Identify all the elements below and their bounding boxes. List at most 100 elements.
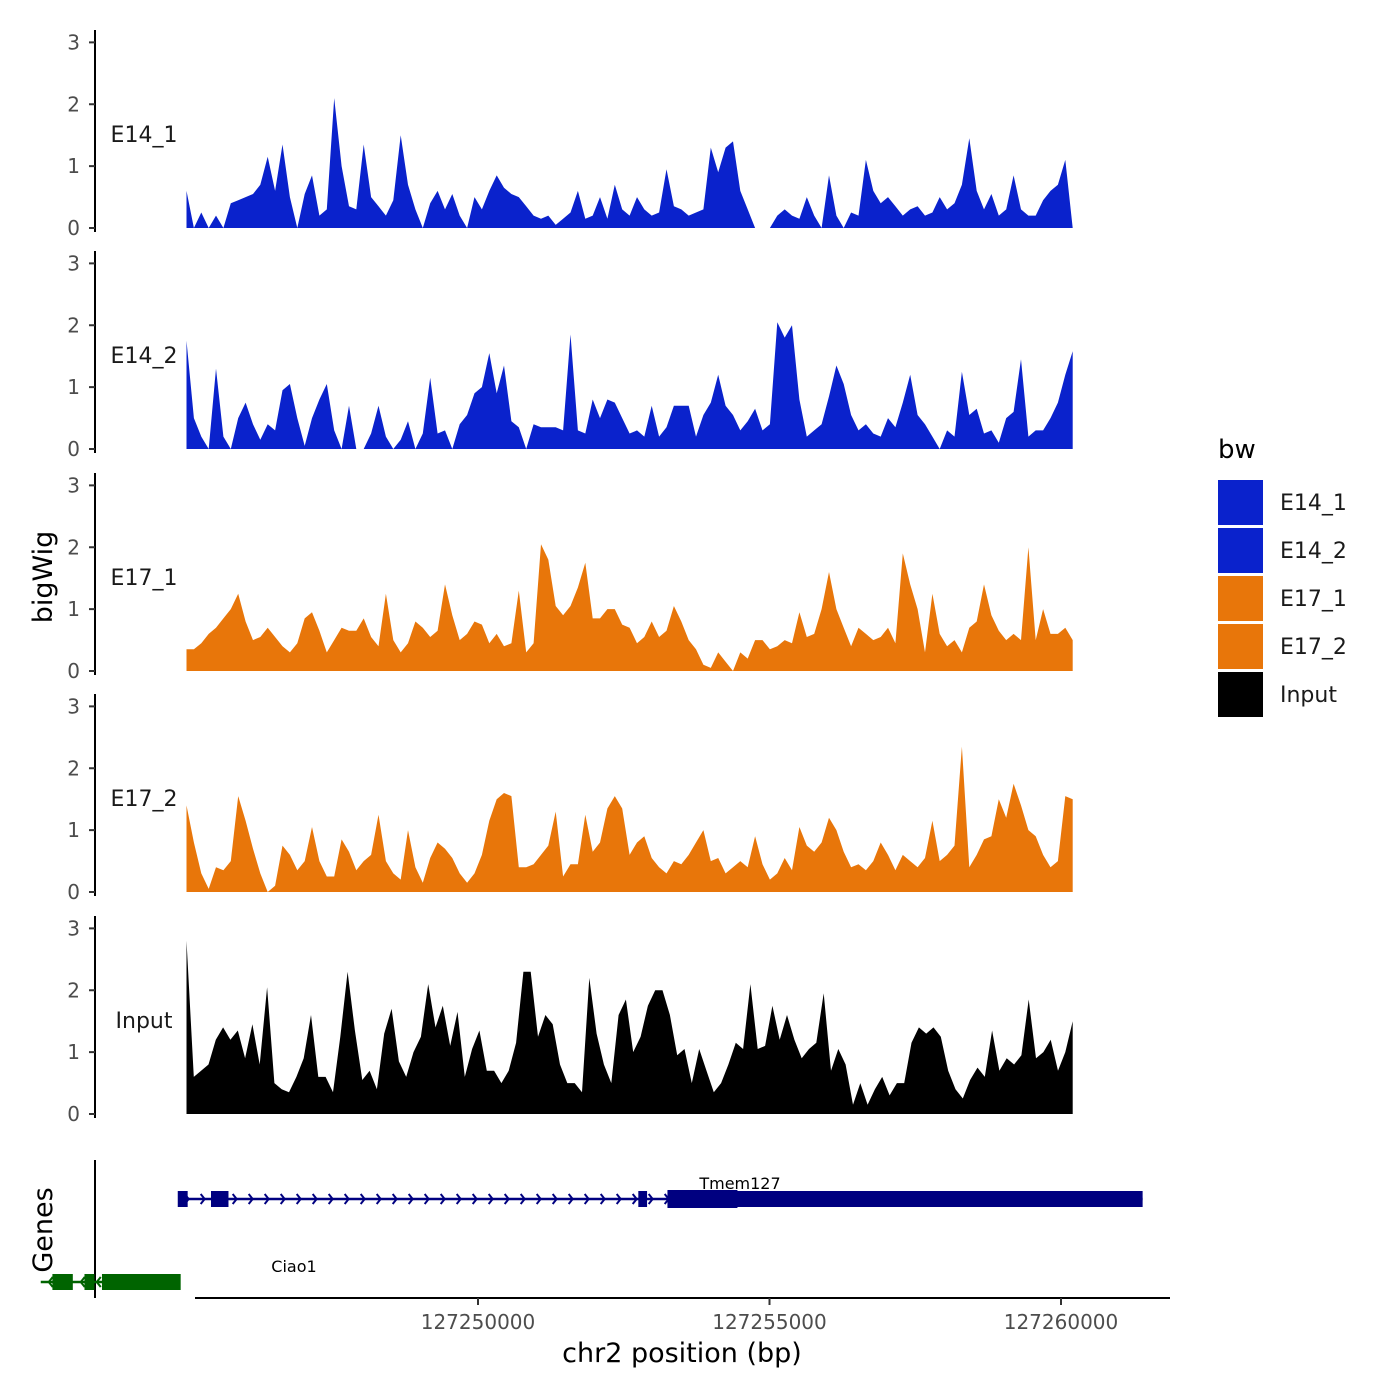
y-tick-label: 1 xyxy=(67,154,80,178)
strand-arrow xyxy=(487,1193,494,1205)
strand-arrow xyxy=(343,1193,350,1205)
strand-arrow xyxy=(391,1193,398,1205)
legend-swatch xyxy=(1218,576,1263,621)
strand-arrow xyxy=(407,1193,414,1205)
y-axis-title: bigWig xyxy=(28,531,59,624)
signal-area xyxy=(186,322,1073,449)
y-tick-label: 1 xyxy=(67,818,80,842)
track-panels: 0 1 2 3 E14_1 0 1 2 3 E14_2 0 1 2 3 E17_1 0 1 2 3 E17_2 0 1 2 3… xyxy=(67,30,1073,1126)
y-tick-label: 2 xyxy=(67,756,80,780)
y-tick-label: 3 xyxy=(67,473,80,497)
track-label: E17_2 xyxy=(111,787,178,812)
y-tick-label: 3 xyxy=(67,251,80,275)
track-e14-2: 0 1 2 3 E14_2 xyxy=(67,251,1073,461)
y-tick-label: 1 xyxy=(67,597,80,621)
y-tick-label: 2 xyxy=(67,313,80,337)
strand-arrow xyxy=(439,1193,446,1205)
utr-block xyxy=(667,1190,738,1208)
x-axis-title: chr2 position (bp) xyxy=(562,1338,802,1369)
y-tick-label: 2 xyxy=(67,92,80,116)
legend-entry-label: E17_1 xyxy=(1280,587,1347,612)
legend-entry-label: Input xyxy=(1280,683,1337,708)
strand-arrow xyxy=(231,1193,238,1205)
track-label: Input xyxy=(116,1009,173,1034)
y-tick-label: 3 xyxy=(67,916,80,940)
track-label: E14_1 xyxy=(111,123,178,148)
strand-arrow xyxy=(199,1193,206,1205)
gene-name-label: Ciao1 xyxy=(271,1257,316,1276)
y-tick-label: 2 xyxy=(67,978,80,1002)
strand-arrow xyxy=(503,1193,510,1205)
legend-entry-label: E14_1 xyxy=(1280,491,1347,516)
strand-arrow xyxy=(423,1193,430,1205)
track-label: E17_1 xyxy=(111,566,178,591)
strand-arrow xyxy=(647,1193,654,1205)
track-e14-1: 0 1 2 3 E14_1 xyxy=(67,30,1073,240)
exon-block xyxy=(667,1191,1143,1207)
signal-area xyxy=(186,746,1073,892)
y-tick-label: 0 xyxy=(67,216,80,240)
legend-title: bw xyxy=(1218,435,1256,465)
x-tick-label: 127255000 xyxy=(712,1310,827,1334)
exon-block xyxy=(210,1191,229,1207)
strand-arrow xyxy=(375,1193,382,1205)
strand-arrow xyxy=(599,1193,606,1205)
y-tick-label: 2 xyxy=(67,535,80,559)
y-tick-label: 0 xyxy=(67,659,80,683)
strand-arrow xyxy=(295,1193,302,1205)
y-tick-label: 0 xyxy=(67,880,80,904)
strand-arrow xyxy=(327,1193,334,1205)
gene-name-label: Tmem127 xyxy=(698,1174,780,1193)
gene-ciao1: Ciao1 xyxy=(40,1257,317,1290)
strand-arrow xyxy=(263,1193,270,1205)
exon-block xyxy=(177,1191,188,1207)
y-tick-label: 0 xyxy=(67,1102,80,1126)
signal-area xyxy=(186,544,1073,671)
strand-arrow xyxy=(583,1193,590,1205)
strand-arrow xyxy=(519,1193,526,1205)
legend-entry-label: E14_2 xyxy=(1280,539,1347,564)
y-tick-label: 0 xyxy=(67,437,80,461)
track-label: E14_2 xyxy=(111,344,178,369)
y-tick-label: 3 xyxy=(67,694,80,718)
strand-arrow xyxy=(615,1193,622,1205)
x-axis: 127250000 127255000 127260000 xyxy=(195,1297,1170,1334)
y-tick-label: 3 xyxy=(67,30,80,54)
signal-area xyxy=(186,940,1073,1114)
strand-arrow xyxy=(471,1193,478,1205)
y-tick-label: 1 xyxy=(67,375,80,399)
strand-arrow xyxy=(247,1193,254,1205)
track-input: 0 1 2 3 Input xyxy=(67,916,1073,1126)
legend-swatch xyxy=(1218,528,1263,573)
gene-panel: Tmem127 Ciao1 xyxy=(40,1160,1143,1298)
strand-arrow xyxy=(79,1276,86,1288)
exon-block xyxy=(52,1274,73,1290)
exon-block xyxy=(101,1274,181,1290)
track-e17-1: 0 1 2 3 E17_1 xyxy=(67,473,1073,683)
exon-block xyxy=(84,1274,95,1290)
strand-arrow xyxy=(279,1193,286,1205)
strand-arrow xyxy=(535,1193,542,1205)
x-tick-label: 127260000 xyxy=(1004,1310,1119,1334)
signal-area xyxy=(186,98,1073,228)
strand-arrow xyxy=(359,1193,366,1205)
track-e17-2: 0 1 2 3 E17_2 xyxy=(67,694,1073,904)
strand-arrow xyxy=(631,1193,638,1205)
strand-arrow xyxy=(95,1276,102,1288)
strand-arrow xyxy=(311,1193,318,1205)
gene-tmem127: Tmem127 xyxy=(177,1174,1143,1208)
strand-arrow xyxy=(567,1193,574,1205)
y-tick-label: 1 xyxy=(67,1040,80,1064)
legend-swatch xyxy=(1218,672,1263,717)
legend-swatch xyxy=(1218,624,1263,669)
strand-arrow xyxy=(455,1193,462,1205)
strand-arrow xyxy=(551,1193,558,1205)
strand-arrow xyxy=(47,1276,54,1288)
legend-swatch xyxy=(1218,480,1263,525)
x-tick-label: 127250000 xyxy=(421,1310,536,1334)
legend-entry-label: E17_2 xyxy=(1280,635,1347,660)
exon-block xyxy=(638,1191,648,1207)
legend: bw E14_1 E14_2 E17_1 E17_2 Input xyxy=(1218,435,1347,717)
genes-axis-title: Genes xyxy=(28,1187,59,1272)
